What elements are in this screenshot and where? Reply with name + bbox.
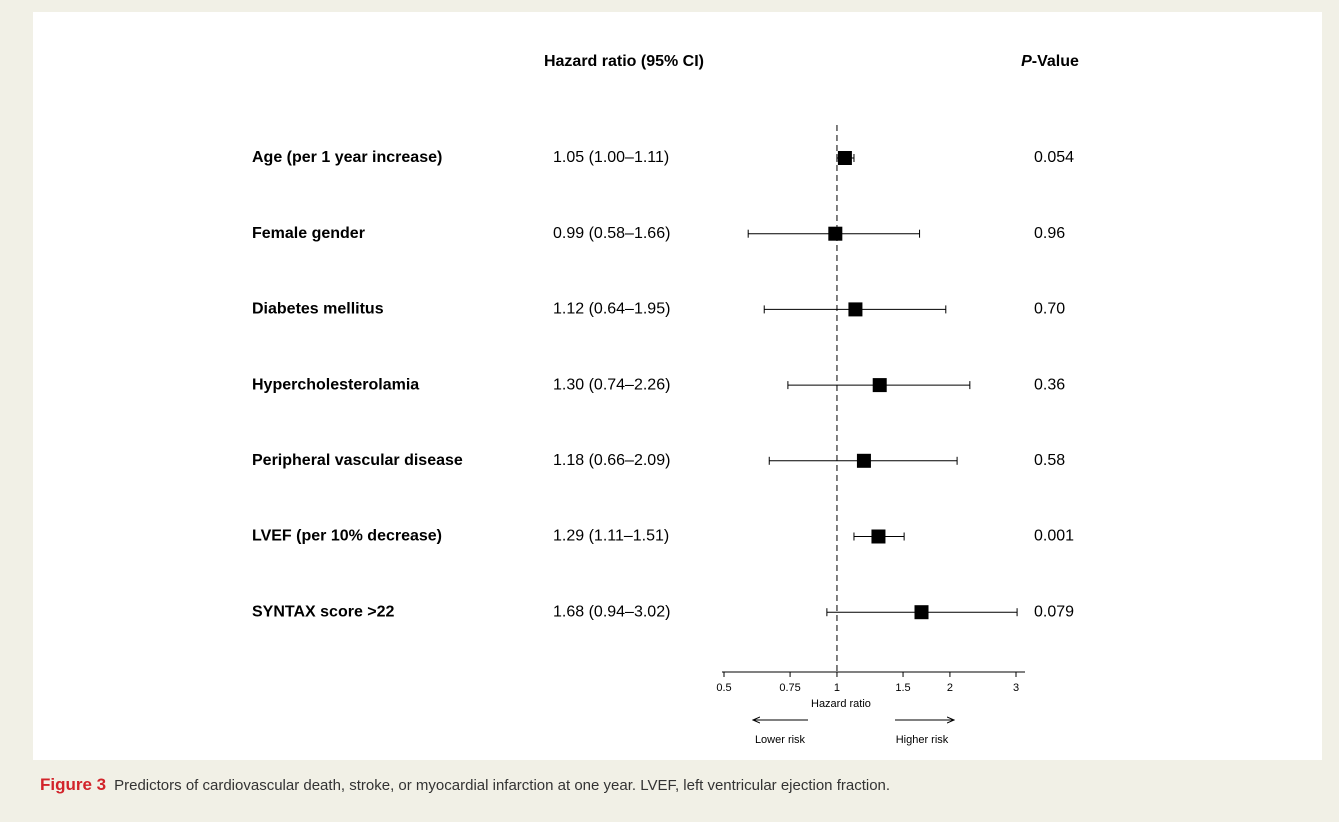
higher-risk-label: Higher risk bbox=[896, 734, 949, 746]
x-tick-label: 1.5 bbox=[895, 682, 910, 694]
estimate-label: 0.99 (0.58–1.66) bbox=[553, 225, 670, 242]
row-label: Hypercholesterolamia bbox=[252, 376, 419, 393]
p-header-italic: P bbox=[1021, 53, 1032, 70]
row-label: Age (per 1 year increase) bbox=[252, 149, 442, 166]
x-tick-label: 1 bbox=[834, 682, 840, 694]
caption-label: Figure 3 bbox=[40, 775, 106, 794]
estimate-header: Hazard ratio (95% CI) bbox=[544, 53, 704, 70]
p-value: 0.58 bbox=[1034, 452, 1065, 469]
x-tick-label: 0.5 bbox=[716, 682, 731, 694]
panel bbox=[33, 12, 1322, 760]
row-label: Female gender bbox=[252, 225, 365, 242]
caption-text: Predictors of cardiovascular death, stro… bbox=[114, 777, 890, 794]
lower-risk-label: Lower risk bbox=[755, 734, 806, 746]
x-tick-label: 0.75 bbox=[779, 682, 800, 694]
row-label: Diabetes mellitus bbox=[252, 301, 384, 318]
p-value: 0.079 bbox=[1034, 603, 1074, 620]
estimate-square bbox=[837, 151, 852, 165]
estimate-label: 1.12 (0.64–1.95) bbox=[553, 301, 670, 318]
estimate-label: 1.18 (0.66–2.09) bbox=[553, 452, 670, 469]
p-header-rest: -Value bbox=[1032, 53, 1079, 70]
estimate-square bbox=[872, 378, 887, 393]
x-axis-label: Hazard ratio bbox=[811, 698, 871, 710]
caption: Figure 3 Predictors of cardiovascular dea… bbox=[40, 775, 890, 794]
estimate-square bbox=[914, 605, 929, 620]
estimate-label: 1.30 (0.74–2.26) bbox=[553, 376, 670, 393]
p-value: 0.054 bbox=[1034, 149, 1074, 166]
x-tick-label: 3 bbox=[1013, 682, 1019, 694]
estimate-square bbox=[856, 453, 871, 468]
p-header: P-Value bbox=[1021, 53, 1079, 70]
estimate-label: 1.68 (0.94–3.02) bbox=[553, 603, 670, 620]
p-value: 0.001 bbox=[1034, 528, 1074, 545]
x-tick-label: 2 bbox=[947, 682, 953, 694]
p-value: 0.96 bbox=[1034, 225, 1065, 242]
estimate-label: 1.05 (1.00–1.11) bbox=[553, 149, 669, 166]
estimate-square bbox=[871, 529, 886, 544]
row-label: SYNTAX score >22 bbox=[252, 603, 395, 620]
estimate-label: 1.29 (1.11–1.51) bbox=[553, 528, 669, 545]
estimate-square bbox=[828, 226, 843, 241]
p-value: 0.36 bbox=[1034, 376, 1065, 393]
estimate-square bbox=[848, 302, 863, 317]
p-value: 0.70 bbox=[1034, 301, 1065, 318]
row-label: LVEF (per 10% decrease) bbox=[252, 528, 442, 545]
row-label: Peripheral vascular disease bbox=[252, 452, 463, 469]
